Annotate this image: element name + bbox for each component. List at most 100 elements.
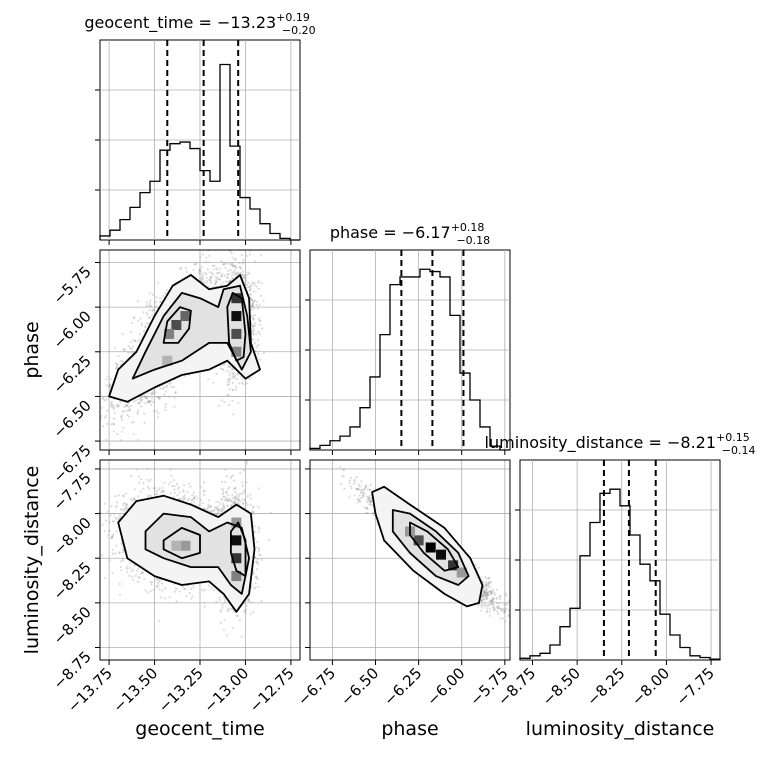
sample-point [245,460,248,463]
sample-point [213,264,216,267]
sample-point [124,403,127,406]
sample-point [229,250,232,253]
sample-point [207,378,210,381]
sample-point [257,352,260,355]
sample-point [146,467,149,470]
sample-point [138,396,142,399]
sample-point [139,317,142,320]
sample-point [262,351,266,354]
sample-point [126,565,129,568]
sample-point [252,326,255,330]
sample-point [236,272,239,275]
sample-point [184,266,187,269]
sample-point [108,443,111,446]
sample-point [130,404,133,407]
sample-point [106,409,109,412]
sample-point [138,481,141,484]
sample-point [238,618,241,622]
density-bin [180,311,191,322]
sample-point [159,300,162,303]
sample-point [218,271,221,274]
sample-point [218,501,221,504]
sample-point [126,413,129,416]
sample-point [164,402,167,406]
sample-point [235,273,238,276]
sample-point [227,365,230,369]
sample-point [255,333,258,336]
sample-point [200,266,203,269]
sample-point [223,274,226,277]
sample-point [127,344,130,347]
sample-point [165,386,168,389]
density-panel-geocent_time-luminosity_distance [99,459,301,661]
sample-point [228,374,231,377]
sample-point [155,585,158,588]
sample-point [137,409,140,412]
sample-point [103,576,106,579]
sample-point [231,375,234,378]
sample-point [241,492,244,495]
sample-point [223,262,226,265]
sample-point [233,264,236,267]
sample-point [257,287,260,290]
title-upper-error: +0.18 [451,221,485,234]
sample-point [112,422,115,425]
sample-point [245,283,248,286]
sample-point [253,322,256,325]
sample-point [143,396,147,399]
sample-point [260,254,263,257]
sample-point [226,380,229,383]
sample-point [114,552,117,555]
histogram-panel-geocent_time: geocent_time = −13.23+0.19 −0.20 [84,11,316,241]
sample-point [212,381,215,384]
sample-point [114,362,117,365]
sample-point [150,583,153,586]
sample-point [209,276,212,279]
sample-point [249,288,252,291]
sample-point [219,275,223,278]
sample-point [111,552,115,555]
sample-point [155,296,158,299]
sample-point [130,341,133,344]
sample-point [135,468,138,471]
sample-point [128,347,132,350]
sample-point [235,493,238,496]
sample-point [252,611,255,614]
sample-point [236,372,239,375]
sample-point [226,494,229,497]
sample-point [233,271,236,274]
sample-point [260,282,263,285]
sample-point [127,415,131,418]
sample-point [214,281,217,284]
sample-point [100,415,103,418]
sample-point [118,582,121,586]
sample-point [224,266,227,269]
sample-point [242,270,245,273]
sample-point [136,580,139,584]
sample-point [240,253,243,257]
sample-point [251,324,255,327]
sample-point [148,316,151,319]
sample-point [231,264,234,267]
sample-point [113,412,116,415]
sample-point [195,262,198,265]
sample-point [258,319,261,323]
sample-point [145,301,148,304]
sample-point [120,414,123,417]
sample-point [127,351,130,354]
sample-point [110,423,113,426]
sample-point [236,377,239,380]
sample-point [232,388,235,392]
sample-point [168,395,171,398]
histogram-panel-luminosity_distance: luminosity_distance = −8.21+0.15 −0.14 [485,431,755,661]
sample-point [115,544,118,547]
sample-point [222,281,225,284]
sample-point [231,262,234,265]
sample-point [238,382,241,385]
sample-point [254,313,257,317]
sample-point [241,273,244,276]
sample-point [105,398,108,401]
sample-point [147,304,150,307]
sample-point [217,510,220,514]
sample-point [168,382,171,385]
